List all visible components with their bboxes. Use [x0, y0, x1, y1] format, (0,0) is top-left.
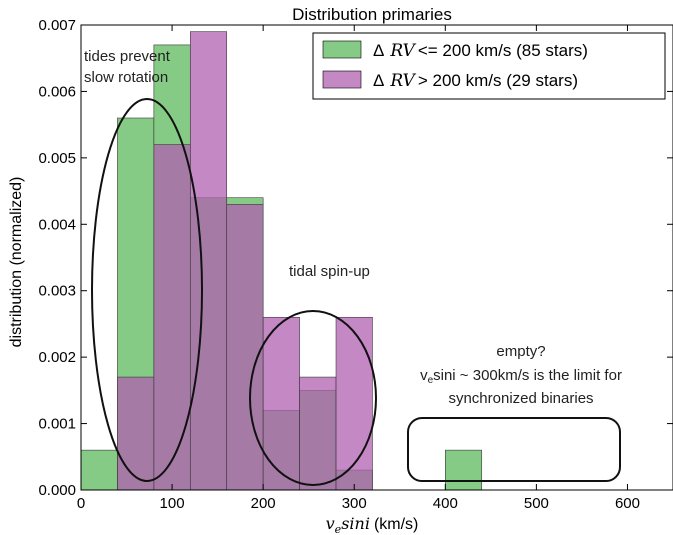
empty-region-box	[407, 417, 621, 482]
bar-series0-bin10	[445, 449, 483, 491]
x-axis-ticks: 0 100 200 300 400 500 600	[77, 25, 640, 512]
x-tick-label: 400	[433, 495, 458, 512]
x-tick-label: 200	[251, 495, 276, 512]
bar-series1-bin4	[226, 204, 264, 491]
bar-series1-bin1	[117, 376, 155, 491]
annotation-tides-line2: slow rotation	[84, 69, 168, 86]
tides-ellipse	[91, 98, 203, 482]
x-axis-label: vesini (km/s)	[326, 514, 419, 535]
y-tick-label: 0.007	[38, 17, 76, 34]
x-tick-label: 500	[524, 495, 549, 512]
y-tick-label: 0.006	[38, 83, 76, 100]
spinup-ellipse	[249, 310, 377, 486]
legend-label-high-rv: Δ RV > 200 km/s (29 stars)	[373, 71, 578, 91]
bar-series1-bin5	[262, 316, 300, 491]
y-tick-label: 0.004	[38, 216, 76, 233]
chart-title: Distribution primaries	[292, 5, 452, 24]
y-axis-ticks: 0.000 0.001 0.002 0.003 0.004 0.005 0.006 0.007	[38, 17, 673, 499]
legend-label-low-rv: Δ RV <= 200 km/s (85 stars)	[373, 41, 588, 61]
x-tick-label: 600	[615, 495, 640, 512]
y-tick-label: 0.001	[38, 416, 76, 433]
annotation-empty-line1: empty?	[496, 343, 545, 360]
legend-swatch-low-rv	[322, 40, 362, 59]
y-tick-label: 0.005	[38, 150, 76, 167]
legend-swatch-high-rv	[322, 70, 362, 89]
x-tick-label: 100	[160, 495, 185, 512]
annotation-tides-line1: tides prevent	[84, 48, 171, 65]
bar-series1-bin6	[299, 376, 337, 491]
legend: Δ RV <= 200 km/s (85 stars) Δ RV > 200 km/s …	[312, 32, 666, 100]
bar-series0-bin0	[80, 449, 118, 491]
plot-frame	[80, 24, 673, 491]
annotation-empty-line3: synchronized binaries	[448, 390, 593, 407]
bar-series1-bin2	[153, 144, 191, 491]
y-tick-label: 0.002	[38, 349, 76, 366]
y-axis-label: distribution (normalized)	[8, 177, 25, 348]
x-tick-label: 300	[342, 495, 367, 512]
bar-series1-bin3	[189, 31, 228, 491]
annotation-spinup: tidal spin-up	[289, 263, 370, 280]
bar-series1-bin7	[335, 316, 373, 491]
x-tick-label: 0	[77, 495, 85, 512]
annotation-empty-line2: vesini ~ 300km/s is the limit for	[420, 367, 622, 386]
y-tick-label: 0.000	[38, 482, 76, 499]
legend-box	[312, 32, 666, 100]
y-tick-label: 0.003	[38, 283, 76, 300]
